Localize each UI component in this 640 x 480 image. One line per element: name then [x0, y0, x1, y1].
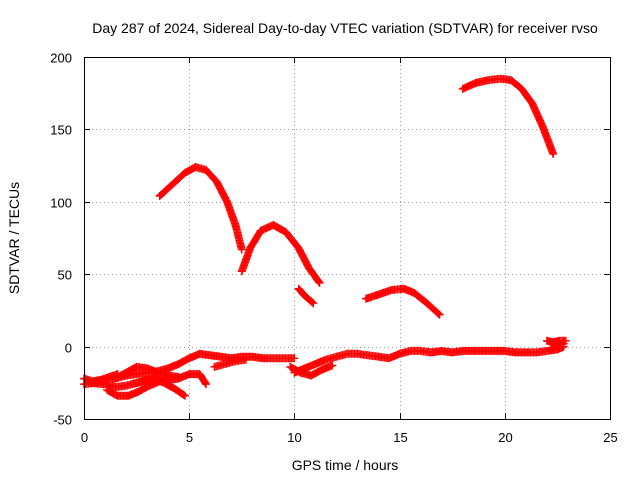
x-tick-labels: 0 5 10 15 20 25	[81, 430, 618, 445]
data-point-marker	[113, 370, 122, 379]
x-tick-label: 15	[393, 430, 407, 445]
x-tick-label: 25	[603, 430, 617, 445]
series-base-8	[210, 355, 250, 371]
y-tick-label: -50	[53, 413, 72, 428]
y-tick-label: 150	[50, 123, 72, 138]
data-point-marker	[201, 379, 210, 387]
data-point-marker	[559, 339, 568, 348]
data-point-marker	[290, 354, 299, 363]
series-base-6	[111, 362, 183, 383]
data-point-marker	[237, 245, 246, 254]
y-tick-label: 0	[65, 341, 72, 356]
data-point-marker	[549, 150, 558, 158]
axis-ticks	[84, 57, 611, 420]
y-tick-label: 200	[50, 51, 72, 66]
data-point-marker	[434, 309, 443, 318]
data-point-marker	[181, 391, 189, 400]
x-tick-label: 10	[287, 430, 301, 445]
y-tick-label: 50	[58, 268, 72, 283]
series-base-9	[286, 361, 337, 380]
series-arc-1	[155, 163, 246, 254]
data-point-marker	[174, 373, 183, 381]
y-axis-label: SDTVAR / TECUs	[6, 182, 22, 294]
data-points	[80, 74, 570, 400]
chart-title: Day 287 of 2024, Sidereal Day-to-day VTE…	[92, 20, 598, 36]
x-tick-label: 20	[498, 430, 512, 445]
x-tick-label: 5	[186, 430, 193, 445]
series-arc-2	[237, 221, 324, 287]
data-point-marker	[314, 277, 323, 286]
series-arc-5	[458, 74, 558, 158]
series-base-11	[547, 339, 568, 354]
x-axis-label: GPS time / hours	[292, 457, 399, 473]
data-point-marker	[179, 390, 188, 399]
data-point-marker	[309, 299, 318, 308]
series-base-5	[128, 374, 189, 400]
data-point-marker	[328, 361, 337, 370]
plot-frame	[84, 57, 611, 420]
y-tick-labels: -50 0 50 100 150 200	[50, 51, 72, 428]
data-point-marker	[315, 278, 324, 287]
data-point-marker	[308, 298, 317, 307]
grid-lines	[84, 57, 610, 419]
data-point-marker	[242, 355, 250, 364]
data-point-marker	[202, 380, 210, 389]
data-point-marker	[435, 310, 444, 319]
series-base-2	[290, 342, 568, 377]
x-tick-label: 0	[81, 430, 88, 445]
series-base-7	[80, 370, 122, 386]
series-arc-4	[361, 284, 444, 319]
series-arc-3	[294, 284, 318, 308]
y-tick-label: 100	[50, 196, 72, 211]
